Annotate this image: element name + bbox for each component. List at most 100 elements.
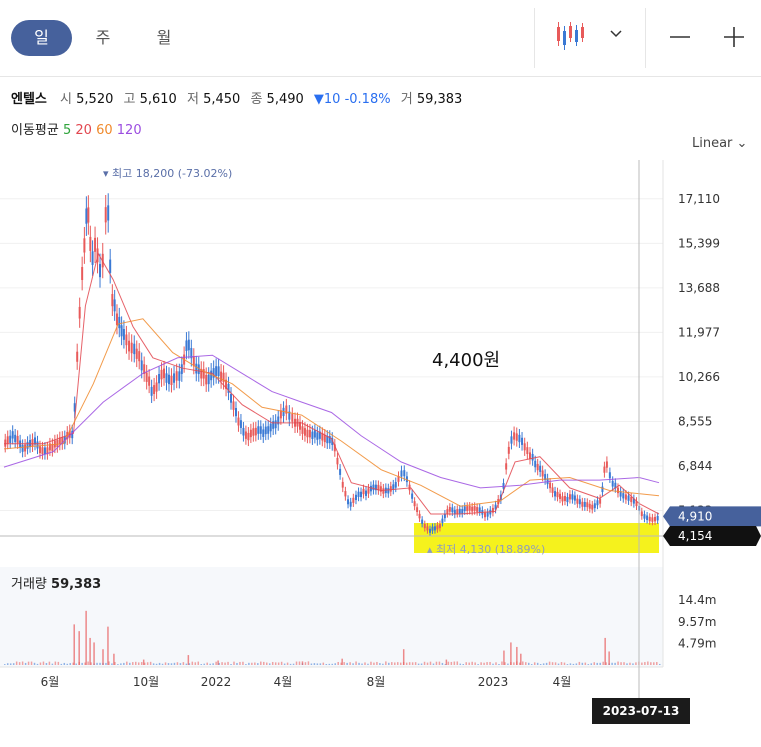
volume-bar <box>411 662 414 665</box>
candle-body <box>81 267 84 280</box>
volume-bar <box>604 637 606 665</box>
volume-bar <box>12 663 15 665</box>
candle-body <box>387 488 390 494</box>
volume-bar <box>429 661 432 665</box>
volume-bar <box>33 662 36 665</box>
volume-bar <box>301 661 304 665</box>
volume-bar <box>334 663 336 665</box>
candle-body <box>122 329 125 340</box>
volume-bar <box>563 662 566 665</box>
volume-bar <box>599 662 601 665</box>
candle-type-icon[interactable] <box>557 22 584 50</box>
volume-bar <box>39 662 42 665</box>
volume-bar <box>152 663 155 665</box>
tab-month[interactable]: 월 <box>156 28 172 47</box>
candle-body <box>539 465 542 472</box>
volume-bar <box>471 661 473 665</box>
volume-bar <box>280 661 283 665</box>
volume-bar <box>90 662 92 665</box>
candle-body <box>73 403 76 412</box>
volume-bar <box>516 646 518 665</box>
candle-body <box>502 483 505 489</box>
stock-name: 엔텔스 <box>11 92 47 107</box>
volume-bar <box>161 663 164 665</box>
volume-bar <box>60 663 63 665</box>
candle-body <box>167 374 170 385</box>
volume-bar <box>349 662 351 665</box>
volume-bar <box>587 664 590 665</box>
volume-bar <box>197 661 200 665</box>
candle-body <box>651 517 654 522</box>
candle-body <box>476 507 479 512</box>
candle-body <box>374 484 377 491</box>
candle-body <box>43 447 46 455</box>
volume-bar <box>611 662 613 665</box>
candle-body <box>528 452 531 460</box>
zoom-in-icon[interactable] <box>724 27 744 47</box>
volume-bar <box>602 661 604 665</box>
candle-body <box>491 507 494 513</box>
candle-body <box>382 488 385 494</box>
volume-bar <box>530 664 533 665</box>
volume-bar <box>641 662 643 665</box>
volume-bar <box>137 662 140 665</box>
candle-body <box>654 516 657 522</box>
candle-body <box>303 428 306 436</box>
chevron-down-icon[interactable] <box>610 30 622 38</box>
volume-bar <box>370 661 372 665</box>
candle-body <box>133 343 136 355</box>
candle-body <box>372 484 375 491</box>
candle-body <box>56 439 59 448</box>
candle-body <box>16 436 19 444</box>
volume-bar <box>313 663 316 665</box>
volume-bar <box>322 662 325 665</box>
volume-bar <box>605 662 607 665</box>
volume-bar <box>48 661 51 665</box>
candle-body <box>277 416 280 425</box>
volume-bar <box>462 664 464 665</box>
volume-bar <box>623 662 625 665</box>
candle-body <box>640 511 643 517</box>
volume-bar <box>310 663 313 665</box>
volume-bar <box>298 661 301 665</box>
scale-selector[interactable]: Linear ⌄ <box>692 136 747 151</box>
candle-body <box>333 444 336 452</box>
candle-body <box>257 426 260 434</box>
tab-day[interactable]: 일 <box>11 20 72 56</box>
volume-value: 59,383 <box>416 92 463 107</box>
volume-bar <box>36 663 39 665</box>
change-value: ▼10 -0.18% <box>313 92 391 107</box>
volume-bar <box>107 626 109 665</box>
candle-body <box>411 493 414 499</box>
volume-bar <box>132 662 134 665</box>
volume-bar <box>629 662 631 665</box>
min-marker: ▴ 최저 4,130 (18.89%) <box>427 543 545 556</box>
volume-bar <box>519 662 521 665</box>
volume-label: 거 <box>400 92 413 107</box>
volume-bar <box>423 661 426 665</box>
volume-bar <box>123 662 125 665</box>
high-value: 5,610 <box>139 92 177 107</box>
x-tick-label: 6월 <box>41 675 60 689</box>
volume-bar <box>620 662 622 665</box>
candle-body <box>405 476 408 483</box>
candle-body <box>588 503 591 509</box>
volume-bar <box>581 662 584 665</box>
volume-bar <box>316 663 319 665</box>
volume-bar <box>536 662 539 665</box>
candle-body <box>648 516 651 522</box>
volume-bar <box>113 653 115 665</box>
candle-body <box>113 299 116 312</box>
volume-bar <box>164 662 167 665</box>
volume-bar <box>385 661 387 665</box>
candle-body <box>249 429 252 438</box>
x-tick-label: 8월 <box>367 675 386 689</box>
volume-bar <box>140 662 143 665</box>
moving-average-legend[interactable]: 이동평균 5 20 60 120 <box>11 119 142 138</box>
volume-bar <box>245 664 247 665</box>
volume-bar <box>480 662 482 665</box>
volume-bar <box>367 663 369 665</box>
tab-week[interactable]: 주 <box>95 28 111 47</box>
candle-body <box>76 351 79 362</box>
